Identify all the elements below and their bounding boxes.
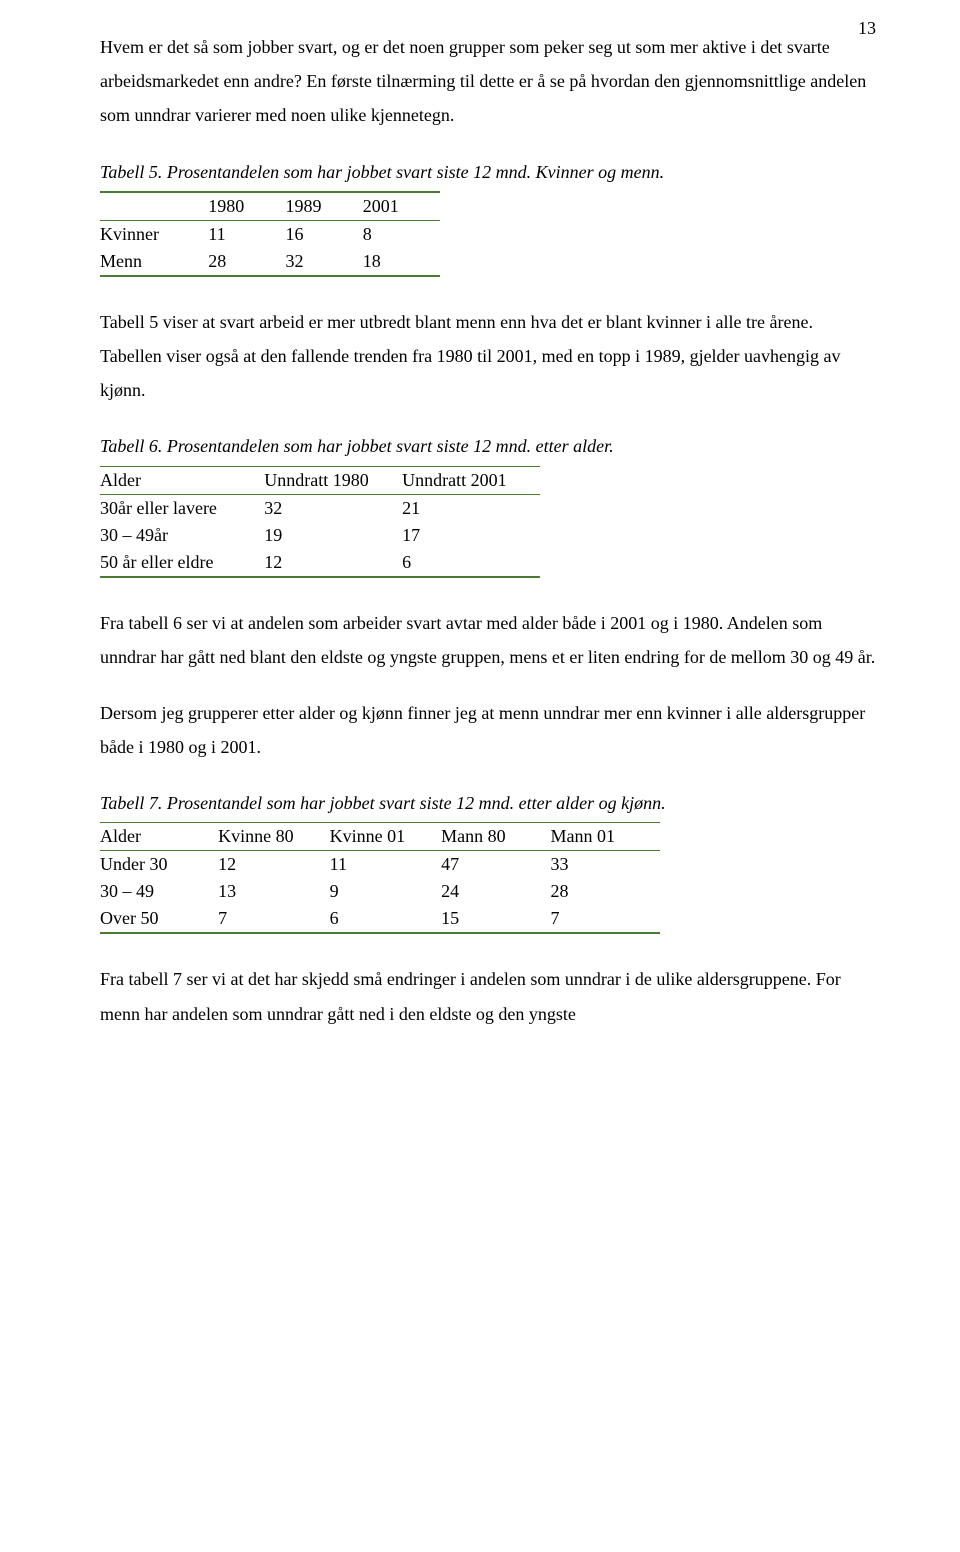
- cell: 28: [551, 878, 660, 905]
- table5-h2: 1989: [286, 192, 363, 221]
- cell: 11: [330, 851, 441, 879]
- paragraph-1: Hvem er det så som jobber svart, og er d…: [100, 30, 876, 133]
- cell: 32: [286, 248, 363, 276]
- page-number: 13: [858, 18, 876, 39]
- cell: Under 30: [100, 851, 218, 879]
- table-row: Kvinner 11 16 8: [100, 220, 440, 248]
- cell: Kvinner: [100, 220, 208, 248]
- paragraph-4: Dersom jeg grupperer etter alder og kjøn…: [100, 696, 876, 764]
- paragraph-3: Fra tabell 6 ser vi at andelen som arbei…: [100, 606, 876, 674]
- cell: 17: [402, 522, 540, 549]
- table-row: 50 år eller eldre 12 6: [100, 549, 540, 577]
- cell: 19: [264, 522, 402, 549]
- cell: 13: [218, 878, 329, 905]
- table-row: Under 30 12 11 47 33: [100, 851, 660, 879]
- cell: 15: [441, 905, 550, 933]
- cell: 11: [208, 220, 285, 248]
- cell: 30 – 49år: [100, 522, 264, 549]
- para4-text: Dersom jeg grupperer etter alder og kjøn…: [100, 696, 876, 764]
- table-row: 30 – 49 13 9 24 28: [100, 878, 660, 905]
- cell: 50 år eller eldre: [100, 549, 264, 577]
- cell: 7: [551, 905, 660, 933]
- table7-caption: Tabell 7. Prosentandel som har jobbet sv…: [100, 786, 876, 820]
- table6-h0: Alder: [100, 466, 264, 494]
- cell: 24: [441, 878, 550, 905]
- table7-h1: Kvinne 80: [218, 823, 329, 851]
- table5-h0: [100, 192, 208, 221]
- table-row: 30 – 49år 19 17: [100, 522, 540, 549]
- cell: Menn: [100, 248, 208, 276]
- table-row: Over 50 7 6 15 7: [100, 905, 660, 933]
- para5-text: Fra tabell 7 ser vi at det har skjedd sm…: [100, 962, 876, 1030]
- table7-h3: Mann 80: [441, 823, 550, 851]
- paragraph-2: Tabell 5 viser at svart arbeid er mer ut…: [100, 305, 876, 408]
- cell: 9: [330, 878, 441, 905]
- cell: 12: [218, 851, 329, 879]
- para2-text: Tabell 5 viser at svart arbeid er mer ut…: [100, 305, 876, 408]
- table7-h4: Mann 01: [551, 823, 660, 851]
- cell: 28: [208, 248, 285, 276]
- page: 13 Hvem er det så som jobber svart, og e…: [0, 0, 960, 1552]
- cell: Over 50: [100, 905, 218, 933]
- table-row: Menn 28 32 18: [100, 248, 440, 276]
- table7-h0: Alder: [100, 823, 218, 851]
- table6: Alder Unndratt 1980 Unndratt 2001 30år e…: [100, 466, 540, 578]
- table-header-row: Alder Kvinne 80 Kvinne 01 Mann 80 Mann 0…: [100, 823, 660, 851]
- table5-caption: Tabell 5. Prosentandelen som har jobbet …: [100, 155, 876, 189]
- table-header-row: Alder Unndratt 1980 Unndratt 2001: [100, 466, 540, 494]
- table-header-row: 1980 1989 2001: [100, 192, 440, 221]
- cell: 30år eller lavere: [100, 494, 264, 522]
- cell: 6: [330, 905, 441, 933]
- cell: 32: [264, 494, 402, 522]
- cell: 12: [264, 549, 402, 577]
- para1-text: Hvem er det så som jobber svart, og er d…: [100, 30, 876, 133]
- cell: 7: [218, 905, 329, 933]
- cell: 33: [551, 851, 660, 879]
- table6-h2: Unndratt 2001: [402, 466, 540, 494]
- cell: 6: [402, 549, 540, 577]
- table5-h3: 2001: [363, 192, 440, 221]
- paragraph-5: Fra tabell 7 ser vi at det har skjedd sm…: [100, 962, 876, 1030]
- table-row: 30år eller lavere 32 21: [100, 494, 540, 522]
- table6-h1: Unndratt 1980: [264, 466, 402, 494]
- cell: 47: [441, 851, 550, 879]
- para3-text: Fra tabell 6 ser vi at andelen som arbei…: [100, 606, 876, 674]
- table7-h2: Kvinne 01: [330, 823, 441, 851]
- table7: Alder Kvinne 80 Kvinne 01 Mann 80 Mann 0…: [100, 822, 660, 934]
- cell: 30 – 49: [100, 878, 218, 905]
- cell: 8: [363, 220, 440, 248]
- cell: 21: [402, 494, 540, 522]
- table6-caption: Tabell 6. Prosentandelen som har jobbet …: [100, 429, 876, 463]
- cell: 16: [286, 220, 363, 248]
- table5: 1980 1989 2001 Kvinner 11 16 8 Menn 28 3…: [100, 191, 440, 277]
- table5-h1: 1980: [208, 192, 285, 221]
- cell: 18: [363, 248, 440, 276]
